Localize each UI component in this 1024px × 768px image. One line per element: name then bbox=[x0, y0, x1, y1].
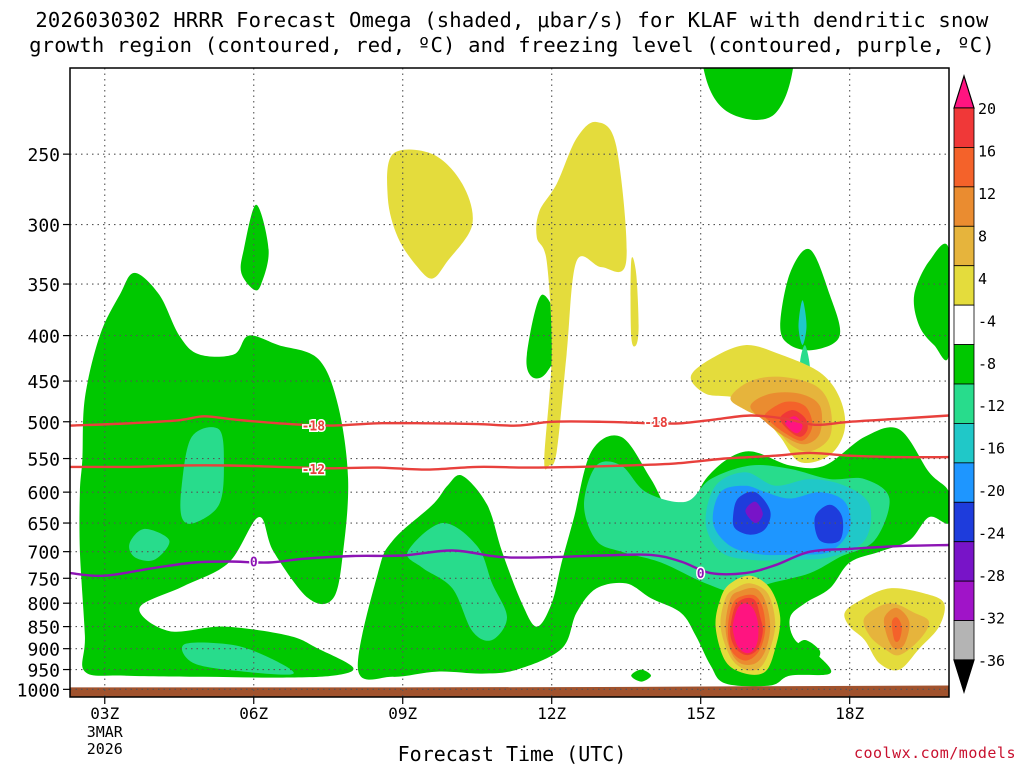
omega-region-neg4-5 bbox=[780, 248, 841, 351]
colorbar-label-5: -4 bbox=[978, 312, 996, 330]
omega-region-neg12-1 bbox=[798, 300, 807, 346]
colorbar-label-13: -36 bbox=[978, 652, 1005, 670]
x-tick-sublabel-0: 3MAR bbox=[87, 723, 124, 741]
colorbar-swatch-9 bbox=[953, 462, 975, 503]
colorbar-swatch-3 bbox=[953, 225, 975, 267]
x-tick-label-18Z: 18Z bbox=[835, 704, 864, 723]
omega-region-neg8-1 bbox=[129, 528, 170, 561]
y-tick-label-1000: 1000 bbox=[17, 680, 60, 701]
omega-region-neg8-0 bbox=[180, 427, 224, 524]
x-axis-title: Forecast Time (UTC) bbox=[397, 742, 627, 766]
y-tick-label-300: 300 bbox=[27, 216, 60, 237]
x-tick-sublabel-1: 2026 bbox=[87, 740, 123, 758]
contour--18 bbox=[70, 414, 949, 427]
y-tick-label-900: 900 bbox=[27, 640, 60, 661]
ground-layer bbox=[70, 685, 949, 697]
colorbar-swatch-5 bbox=[953, 304, 975, 345]
omega-region-neg4-1 bbox=[240, 204, 269, 291]
omega-region-4-0 bbox=[387, 149, 473, 279]
contour-label--12-0: -12 bbox=[302, 463, 325, 478]
plot-frame bbox=[69, 67, 950, 698]
omega-region-neg4-6 bbox=[913, 243, 949, 361]
colorbar-label-2: 12 bbox=[978, 185, 996, 203]
omega-region-neg4-7 bbox=[631, 669, 651, 682]
colorbar-swatch-13 bbox=[953, 620, 975, 661]
colorbar-swatch-7 bbox=[953, 383, 975, 424]
x-tick-label-09Z: 09Z bbox=[388, 704, 417, 723]
contour-label-0-0: 0 bbox=[250, 555, 258, 570]
omega-region-16-2 bbox=[891, 617, 902, 642]
colorbar-swatch-11 bbox=[953, 541, 975, 582]
grid-lines bbox=[70, 68, 949, 697]
colorbar-label-10: -24 bbox=[978, 525, 1005, 543]
y-tick-label-650: 650 bbox=[27, 514, 60, 535]
colorbar-label-6: -8 bbox=[978, 355, 996, 373]
colorbar-label-0: 20 bbox=[978, 100, 996, 118]
y-tick-label-600: 600 bbox=[27, 483, 60, 504]
omega-region-4-1 bbox=[536, 121, 627, 470]
contour-label--18-1: -18 bbox=[644, 416, 668, 431]
omega-region-24-1 bbox=[732, 603, 759, 654]
x-tick-label-15Z: 15Z bbox=[686, 704, 715, 723]
contour-0 bbox=[70, 543, 949, 578]
y-tick-label-700: 700 bbox=[27, 543, 60, 564]
y-tick-label-450: 450 bbox=[27, 372, 60, 393]
contour-label-0-1: 0 bbox=[697, 567, 705, 582]
colorbar-swatch-1 bbox=[953, 147, 975, 188]
colorbar-swatch-12 bbox=[953, 580, 975, 621]
colorbar-swatch-6 bbox=[953, 344, 975, 385]
y-tick-label-750: 750 bbox=[27, 569, 60, 590]
colorbar-label-4: 4 bbox=[978, 270, 987, 288]
colorbar-swatch-8 bbox=[953, 423, 975, 464]
x-tick-label-06Z: 06Z bbox=[239, 704, 268, 723]
colorbar-label-3: 8 bbox=[978, 227, 987, 245]
colorbar-label-9: -20 bbox=[978, 482, 1005, 500]
credit-link[interactable]: coolwx.com/models bbox=[853, 744, 1016, 762]
colorbar-label-7: -12 bbox=[978, 397, 1005, 415]
colorbar-swatch-0 bbox=[953, 107, 975, 148]
colorbar-label-1: 16 bbox=[978, 142, 996, 160]
colorbar-label-12: -32 bbox=[978, 610, 1005, 628]
colorbar-label-8: -16 bbox=[978, 440, 1005, 458]
x-tick-label-03Z: 03Z bbox=[90, 704, 119, 723]
x-tick-label-12Z: 12Z bbox=[537, 704, 566, 723]
chart-title-line2: growth region (contoured, red, ºC) and f… bbox=[29, 33, 995, 57]
contour--12 bbox=[70, 451, 949, 471]
omega-region-neg4-8 bbox=[794, 639, 821, 663]
y-tick-label-950: 950 bbox=[27, 661, 60, 682]
omega-region-neg4-4 bbox=[703, 68, 794, 120]
omega-region-neg24-0 bbox=[745, 501, 763, 524]
contour-lines: -18 -18 -12 0 0 bbox=[70, 414, 949, 584]
colorbar-top-arrow bbox=[953, 73, 975, 109]
colorbar-label-11: -28 bbox=[978, 567, 1005, 585]
omega-region-neg20-1 bbox=[814, 504, 844, 544]
chart-title-line1: 2026030302 HRRR Forecast Omega (shaded, … bbox=[35, 8, 989, 32]
contour-label--18-0: -18 bbox=[302, 420, 326, 435]
ground-surface bbox=[70, 685, 949, 697]
omega-field bbox=[79, 68, 949, 687]
y-tick-label-850: 850 bbox=[27, 618, 60, 639]
colorbar: 20 16 12 8 4 -4 -8 -12 -16 -20 -24 -28 -32 -36 bbox=[953, 73, 1005, 695]
y-tick-label-250: 250 bbox=[27, 145, 60, 166]
y-tick-label-400: 400 bbox=[27, 327, 60, 348]
y-tick-label-550: 550 bbox=[27, 450, 60, 471]
colorbar-bottom-arrow bbox=[953, 659, 975, 695]
omega-region-4-2 bbox=[630, 257, 639, 347]
y-tick-label-800: 800 bbox=[27, 594, 60, 615]
colorbar-swatch-4 bbox=[953, 265, 975, 306]
omega-region-neg8-2 bbox=[181, 642, 294, 675]
axes: 2503003504004505005506006507007508008509… bbox=[17, 67, 950, 758]
colorbar-swatch-10 bbox=[953, 501, 975, 543]
y-tick-label-500: 500 bbox=[27, 413, 60, 434]
colorbar-swatch-2 bbox=[953, 186, 975, 227]
y-tick-label-350: 350 bbox=[27, 275, 60, 296]
